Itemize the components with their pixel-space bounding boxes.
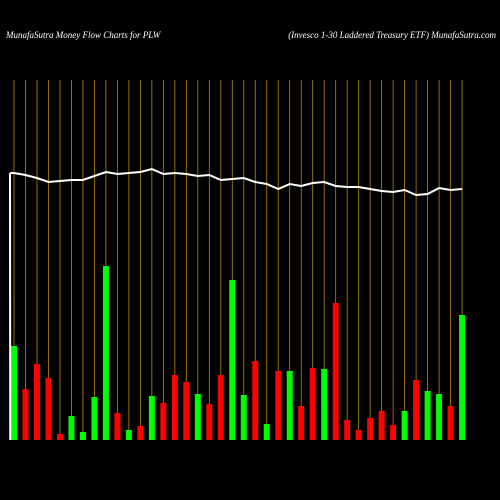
bar bbox=[79, 432, 86, 440]
bar bbox=[22, 389, 29, 440]
bar bbox=[344, 420, 351, 440]
bar bbox=[275, 371, 282, 440]
bar bbox=[252, 361, 259, 440]
bar bbox=[68, 416, 75, 440]
money-flow-line bbox=[13, 167, 463, 197]
bar bbox=[447, 406, 454, 440]
bar bbox=[286, 371, 293, 440]
bar bbox=[45, 378, 52, 440]
bar bbox=[217, 375, 224, 440]
bar bbox=[10, 346, 17, 440]
chart-subtitle: (Invesco 1-30 Laddered Treasury ETF) Mun… bbox=[288, 30, 496, 40]
bar bbox=[413, 380, 420, 440]
bar bbox=[183, 382, 190, 440]
bar bbox=[424, 391, 431, 440]
bar bbox=[401, 411, 408, 440]
bar bbox=[436, 394, 443, 440]
bar bbox=[33, 364, 40, 440]
bar bbox=[355, 430, 362, 440]
bar bbox=[194, 394, 201, 440]
bar bbox=[298, 406, 305, 440]
bar bbox=[240, 395, 247, 440]
bar bbox=[148, 396, 155, 440]
bar bbox=[137, 426, 144, 440]
bar bbox=[390, 425, 397, 440]
bar bbox=[56, 434, 63, 440]
bar bbox=[321, 369, 328, 440]
chart-title: MunafaSutra Money Flow Charts for PLW bbox=[5, 30, 162, 40]
bar bbox=[229, 280, 236, 440]
bar bbox=[206, 404, 213, 440]
bar bbox=[332, 303, 339, 440]
bar bbox=[114, 413, 121, 440]
bar bbox=[160, 403, 167, 440]
bar bbox=[171, 375, 178, 440]
bar bbox=[125, 430, 132, 440]
bar bbox=[309, 368, 316, 440]
bar bbox=[459, 315, 466, 440]
bar bbox=[91, 397, 98, 440]
bar bbox=[263, 424, 270, 440]
bar bbox=[102, 266, 109, 440]
bar bbox=[378, 411, 385, 440]
bar bbox=[367, 418, 374, 440]
